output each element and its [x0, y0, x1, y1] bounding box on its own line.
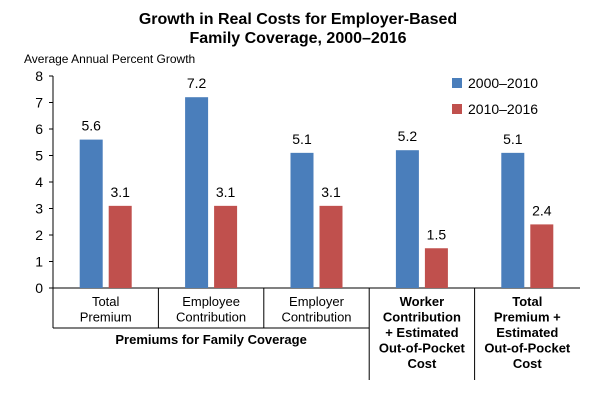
bar-series-2 — [214, 205, 238, 288]
data-label: 2.4 — [532, 202, 552, 218]
y-axis-label: Average Annual Percent Growth — [24, 52, 196, 66]
x-category-label: Cost — [407, 356, 437, 371]
x-category-label: Out-of-Pocket — [379, 341, 466, 356]
y-tick-label: 0 — [35, 280, 43, 296]
bar-series-1 — [290, 152, 314, 288]
data-label: 1.5 — [427, 226, 447, 242]
x-category-label: Premium + — [494, 310, 561, 325]
x-category-label: Out-of-Pocket — [484, 341, 571, 356]
x-category-label: + Estimated — [385, 325, 458, 340]
data-label: 5.1 — [503, 131, 523, 147]
bar-series-2 — [530, 224, 554, 288]
group-label: Premiums for Family Coverage — [115, 332, 306, 347]
y-tick-label: 5 — [35, 148, 43, 164]
data-label: 3.1 — [216, 184, 236, 200]
data-label: 7.2 — [187, 75, 207, 91]
data-label: 5.2 — [398, 128, 418, 144]
data-label: 3.1 — [110, 184, 130, 200]
x-category-label: Worker — [400, 294, 445, 309]
bar-series-2 — [424, 248, 448, 288]
x-category-label: Employer — [289, 294, 345, 309]
chart-title-line-2: Family Coverage, 2000–2016 — [189, 30, 407, 47]
x-category-label: Premium — [80, 310, 132, 325]
y-tick-label: 3 — [35, 201, 43, 217]
x-category-label: Total — [92, 294, 120, 309]
x-category-label: Contribution — [176, 310, 246, 325]
y-tick-label: 6 — [35, 121, 43, 137]
bar-series-1 — [79, 139, 103, 288]
x-category-label: Cost — [513, 356, 543, 371]
legend-label: 2010–2016 — [468, 101, 538, 117]
x-category-label: Estimated — [496, 325, 558, 340]
bar-series-2 — [319, 205, 343, 288]
data-label: 5.6 — [81, 118, 101, 134]
x-category-label: Total — [512, 294, 542, 309]
x-category-label: Contribution — [281, 310, 351, 325]
chart-title-line-1: Growth in Real Costs for Employer-Based — [138, 11, 458, 28]
y-tick-label: 8 — [35, 68, 43, 84]
x-category-label: Employee — [182, 294, 240, 309]
y-tick-label: 2 — [35, 227, 43, 243]
bar-series-1 — [501, 152, 525, 288]
bar-series-2 — [108, 205, 132, 288]
data-label: 5.1 — [292, 131, 312, 147]
y-tick-label: 7 — [35, 95, 43, 111]
bar-series-1 — [395, 150, 419, 288]
legend-label: 2000–2010 — [468, 75, 538, 91]
bar-series-1 — [185, 97, 209, 288]
y-tick-label: 1 — [35, 254, 43, 270]
x-category-label: Contribution — [383, 310, 461, 325]
legend-swatch — [452, 104, 462, 114]
y-tick-label: 4 — [35, 174, 43, 190]
legend-swatch — [452, 78, 462, 88]
data-label: 3.1 — [321, 184, 341, 200]
